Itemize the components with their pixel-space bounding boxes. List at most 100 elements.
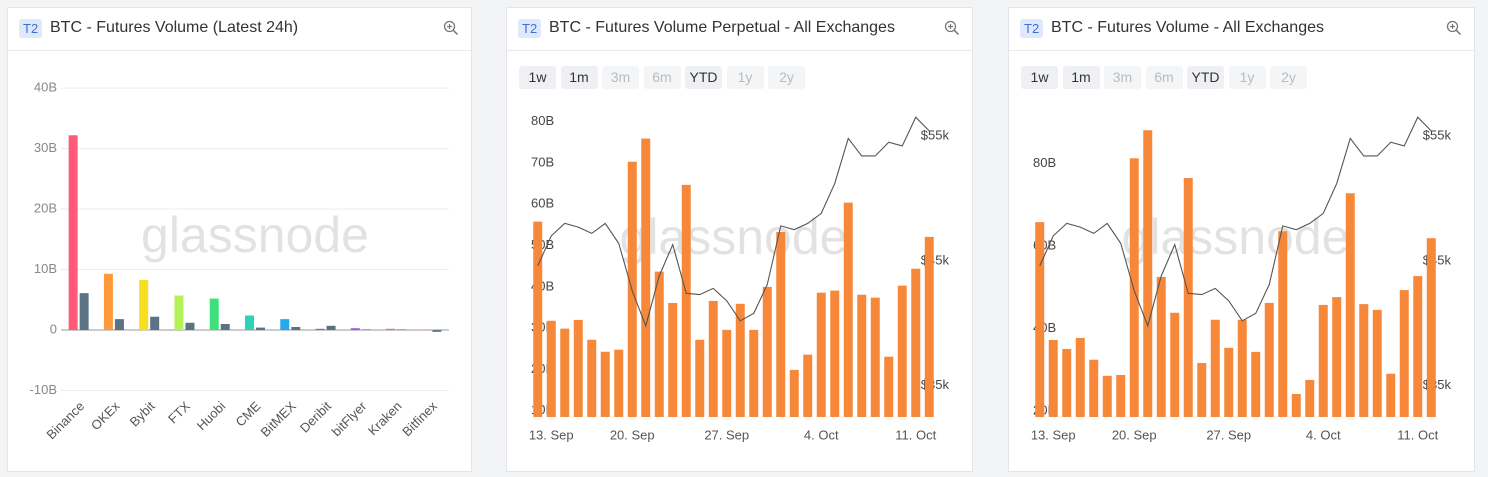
bar <box>587 339 597 417</box>
bar <box>1372 309 1382 417</box>
bar <box>749 329 759 417</box>
bar <box>1305 379 1315 417</box>
y-tick-label: 30B <box>34 140 57 155</box>
bar <box>1129 158 1139 417</box>
y2-tick-label: $55k <box>921 127 950 142</box>
bar <box>1426 238 1436 417</box>
x-tick-label: 13. Sep <box>529 427 574 442</box>
bar <box>150 316 160 331</box>
bar <box>1386 373 1396 417</box>
bar <box>209 298 219 331</box>
x-tick-label: 11. Oct <box>895 427 936 442</box>
bar <box>1291 393 1301 417</box>
badge: T2 <box>518 19 542 38</box>
x-tick-label: OKEx <box>88 398 123 433</box>
bar <box>897 285 907 417</box>
y-tick-label: 80B <box>1033 155 1056 170</box>
range-button[interactable]: YTD <box>685 66 722 89</box>
bar <box>1116 374 1126 417</box>
watermark: glassnode <box>141 207 369 263</box>
range-button[interactable]: YTD <box>1187 66 1224 89</box>
range-button[interactable]: 1y <box>1228 66 1266 89</box>
chart-title: BTC - Futures Volume - All Exchanges <box>1051 19 1324 36</box>
x-tick-label: 20. Sep <box>610 427 655 442</box>
bar <box>776 231 786 417</box>
x-tick-label: FTX <box>165 398 193 426</box>
x-tick-label: 13. Sep <box>1031 427 1076 442</box>
bar <box>103 273 113 331</box>
bar <box>1048 339 1058 417</box>
zoom-icon[interactable] <box>944 20 960 36</box>
bar <box>1075 337 1085 417</box>
range-button[interactable]: 3m <box>1104 66 1141 89</box>
range-button[interactable]: 2y <box>768 66 805 89</box>
range-button[interactable]: 2y <box>1270 66 1307 89</box>
bar <box>68 135 78 331</box>
range-button[interactable]: 1w <box>1021 66 1058 89</box>
x-tick-label: Huobi <box>194 398 229 433</box>
x-tick-label: 4. Oct <box>804 427 839 442</box>
range-button[interactable]: 6m <box>643 66 681 89</box>
bar <box>256 327 265 331</box>
bar <box>1170 312 1180 417</box>
bar <box>350 328 360 331</box>
y-tick-label: 60B <box>531 196 554 211</box>
bar <box>1359 304 1369 417</box>
y-tick-label: 80B <box>531 113 554 128</box>
chart-panel: T2 BTC - Futures Volume Perpetual - All E… <box>506 7 973 472</box>
bar <box>830 290 840 417</box>
bar <box>185 322 195 331</box>
bar <box>695 339 705 417</box>
range-button[interactable]: 3m <box>602 66 639 89</box>
bar <box>1197 363 1207 417</box>
bar <box>397 329 407 331</box>
bar <box>79 293 89 331</box>
x-tick-label: Bitfinex <box>399 398 440 439</box>
range-button[interactable]: 1w <box>519 66 556 89</box>
bar <box>614 349 624 417</box>
chart-title: BTC - Futures Volume (Latest 24h) <box>50 19 299 36</box>
x-tick-label: 27. Sep <box>704 427 749 442</box>
bar <box>1332 297 1342 417</box>
bar <box>1089 359 1099 417</box>
bar <box>924 236 934 417</box>
bar <box>326 325 336 331</box>
bar <box>1264 302 1274 417</box>
x-tick-label: CME <box>233 398 264 429</box>
bar <box>762 286 772 417</box>
x-tick-label: 4. Oct <box>1306 427 1341 442</box>
price-line <box>537 116 930 328</box>
zoom-icon[interactable] <box>1446 20 1462 36</box>
x-tick-label: 20. Sep <box>1112 427 1157 442</box>
bar <box>1183 178 1193 417</box>
bar <box>361 329 371 331</box>
y-tick-label: 10B <box>34 261 57 276</box>
chart-panel: T2 BTC - Futures Volume (Latest 24h) glass… <box>7 7 472 472</box>
bar <box>386 328 396 331</box>
range-button[interactable]: 1y <box>726 66 764 89</box>
bar <box>1156 276 1166 417</box>
bar <box>1345 193 1355 417</box>
y-tick-label: 70B <box>531 154 554 169</box>
bar <box>432 330 442 332</box>
bar <box>114 319 124 331</box>
panel-header: T2 BTC - Futures Volume - All Exchanges <box>1009 8 1474 51</box>
x-tick-label: Bybit <box>127 398 158 429</box>
bar <box>1210 319 1220 417</box>
bar <box>1251 351 1261 417</box>
range-button[interactable]: 6m <box>1145 66 1183 89</box>
bar <box>1035 222 1045 417</box>
bar <box>708 300 718 417</box>
x-tick-label: bitFlyer <box>329 398 370 439</box>
range-button[interactable]: 1m <box>1062 66 1100 89</box>
bar <box>560 328 570 417</box>
range-button[interactable]: 1m <box>560 66 598 89</box>
bar <box>174 295 184 331</box>
bar <box>573 319 583 417</box>
bar <box>1237 319 1247 417</box>
bar <box>1399 290 1409 417</box>
bar <box>600 351 610 417</box>
panel-header: T2 BTC - Futures Volume Perpetual - All E… <box>507 8 972 51</box>
zoom-icon[interactable] <box>443 20 459 36</box>
